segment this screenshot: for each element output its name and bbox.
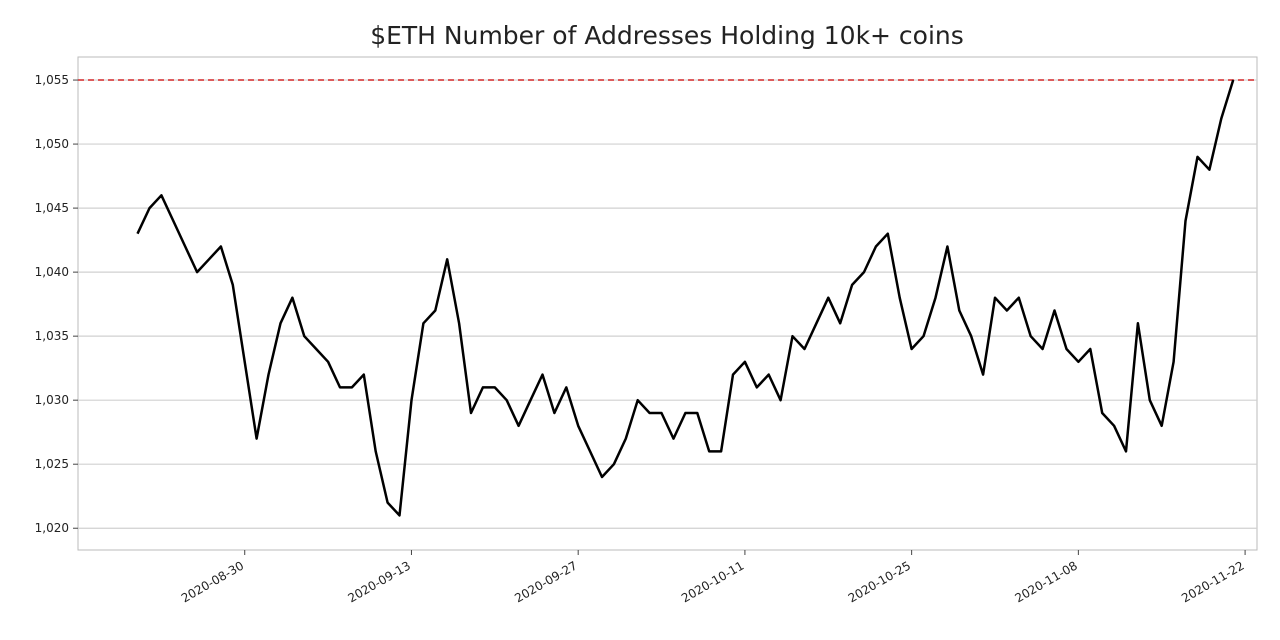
y-tick-label: 1,035 <box>35 329 69 343</box>
y-tick-label: 1,055 <box>35 73 69 87</box>
x-tick-label: 2020-11-08 <box>1012 558 1079 605</box>
y-tick-label: 1,030 <box>35 393 69 407</box>
y-tick-label: 1,025 <box>35 457 69 471</box>
y-tick-label: 1,045 <box>35 201 69 215</box>
data-line <box>136 79 1235 517</box>
y-tick-label: 1,050 <box>35 137 69 151</box>
x-tick-label: 2020-09-13 <box>346 558 413 605</box>
y-tick-label: 1,040 <box>35 265 69 279</box>
x-tick-label: 2020-11-22 <box>1179 558 1246 605</box>
chart-title: $ETH Number of Addresses Holding 10k+ co… <box>370 21 964 50</box>
x-tick-label: 2020-10-25 <box>846 558 913 605</box>
y-tick-label: 1,020 <box>35 521 69 535</box>
x-tick-label: 2020-09-27 <box>512 558 579 605</box>
x-tick-label: 2020-08-30 <box>179 558 246 605</box>
x-tick-label: 2020-10-11 <box>679 558 746 605</box>
plot-area <box>77 56 1258 551</box>
